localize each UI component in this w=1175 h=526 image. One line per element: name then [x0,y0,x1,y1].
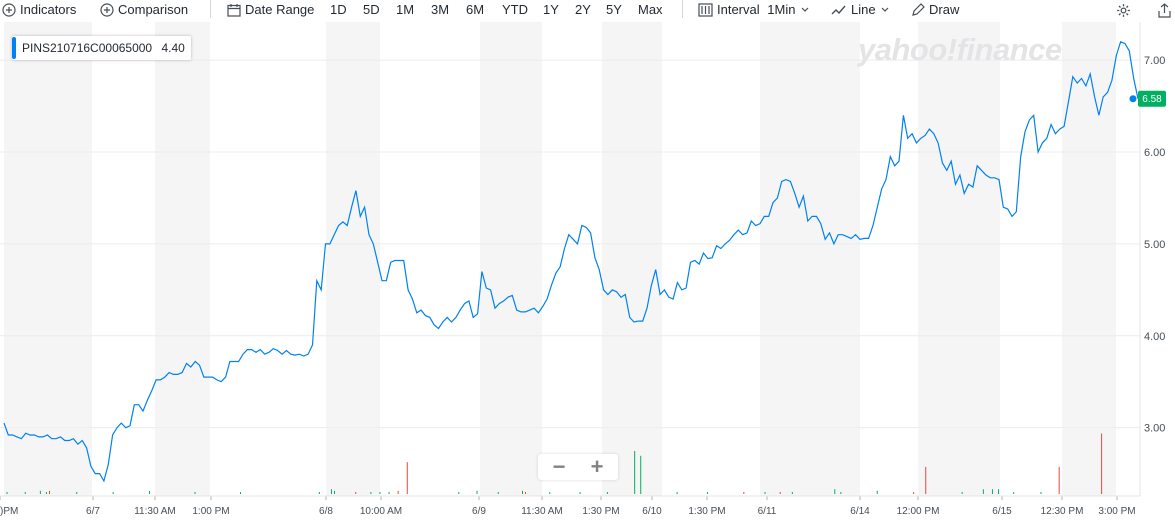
chart-type-label: Line [851,2,876,17]
x-tick-label: 3:00 PM [1098,506,1135,517]
zoom-in-button[interactable]: + [590,454,604,479]
share-button[interactable] [1158,2,1175,19]
yahoo-finance-logo: yahoo!finance [858,32,1062,67]
x-tick-label: 11:30 AM [134,506,176,517]
price-line [3,40,1139,483]
draw-label: Draw [929,2,960,17]
toolbar-divider [210,0,211,18]
toolbar-divider [682,0,683,18]
x-axis: )PM 6/7 11:30 AM 1:00 PM 6/8 10:00 AM 6/9 11:30… [0,495,1140,517]
session-band [760,22,860,496]
date-range-label: Date Range [245,2,315,17]
interval-label: Interval [717,2,760,17]
series-value: 4.40 [161,41,185,55]
series-legend[interactable]: PINS210716C00065000 4.40 [12,36,191,60]
session-band [480,22,542,496]
chevron-down-icon [801,7,809,12]
gear-icon [1117,4,1130,17]
indicators-button[interactable]: Indicators [2,1,76,18]
candles-icon [698,3,713,17]
y-tick-label: 7.00 [1144,55,1165,67]
x-tick-label: 12:00 PM [897,506,940,517]
share-icon [1158,3,1171,18]
last-price-dot [1129,95,1137,103]
x-tick-label: 6/8 [319,506,333,517]
date-range-button[interactable]: Date Range [227,1,314,18]
horizontal-gridlines [0,59,1140,429]
range-1y[interactable]: 1Y [543,2,559,17]
range-1d[interactable]: 1D [330,2,347,17]
draw-button[interactable]: Draw [911,1,959,18]
plus-circle-icon [2,3,16,17]
x-tick-label: 6/14 [850,506,870,517]
x-tick-label: 6/11 [758,506,777,517]
zoom-controls: − + [538,454,618,480]
x-tick-label: 1:30 PM [582,506,619,517]
x-tick-label: 1:00 PM [192,506,229,517]
chart-type-button[interactable]: Line [831,1,893,18]
session-band [155,22,210,496]
x-tick-label: 11:30 AM [521,506,563,517]
plus-circle-icon [100,3,114,17]
session-band [602,22,662,496]
settings-button[interactable] [1116,2,1135,19]
last-price-tag: 6.58 [1138,90,1166,107]
session-bands [4,22,1116,496]
x-tick-label: 12:30 PM [1041,506,1084,517]
price-tag-text: 6.58 [1142,94,1162,105]
line-chart-icon [831,5,846,15]
zoom-out-button[interactable]: − [552,454,566,479]
volume-bars [6,433,1103,494]
comparison-button[interactable]: Comparison [100,1,188,18]
session-band [1062,22,1116,496]
chart-toolbar: Indicators Comparison Date Range 1D 5D 1… [0,0,1175,20]
range-5d[interactable]: 5D [363,2,380,17]
price-chart[interactable]: 3.00 4.00 5.00 6.00 7.00 )PM 6/7 11:30 AM 1:00 … [0,22,1175,526]
y-tick-label: 3.00 [1144,423,1165,435]
y-tick-label: 5.00 [1144,239,1165,251]
x-tick-label: 1:30 PM [688,506,725,517]
range-5y[interactable]: 5Y [606,2,622,17]
calendar-icon [227,4,241,17]
indicators-label: Indicators [20,2,77,17]
session-band [918,22,1000,496]
range-1m[interactable]: 1M [396,2,415,17]
x-tick-label: 6/9 [472,506,486,517]
interval-value: 1Min [767,2,796,17]
range-ytd[interactable]: YTD [502,2,528,17]
y-tick-label: 6.00 [1144,147,1165,159]
chevron-down-icon [881,7,889,12]
series-symbol: PINS210716C00065000 [22,41,153,55]
comparison-label: Comparison [118,2,189,17]
x-tick-label: 6/15 [992,506,1012,517]
interval-button[interactable]: Interval 1Min [698,1,813,18]
range-2y[interactable]: 2Y [575,2,591,17]
x-tick-label: 6/10 [642,506,662,517]
session-band [326,22,380,496]
y-tick-label: 4.00 [1144,331,1165,343]
x-tick-label: 10:00 AM [360,506,402,517]
x-tick-label: 6/7 [86,506,100,517]
series-color-swatch [12,37,16,59]
session-band [4,22,92,496]
pencil-icon [912,3,925,16]
range-max[interactable]: Max [638,2,663,17]
x-tick-label: )PM [0,506,18,517]
range-6m[interactable]: 6M [466,2,485,17]
range-3m[interactable]: 3M [431,2,450,17]
price-tag-box [1138,90,1166,107]
